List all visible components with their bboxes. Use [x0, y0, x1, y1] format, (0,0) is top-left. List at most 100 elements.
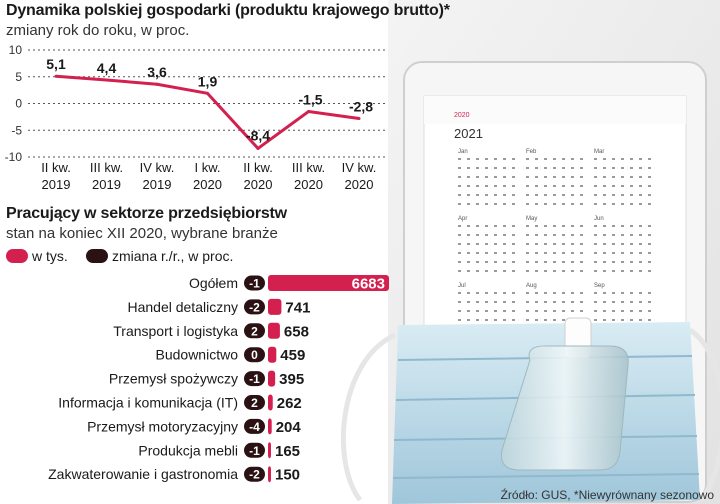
employment-bar: [268, 370, 276, 387]
gdp-xtick-quarter: I kw.: [194, 160, 220, 175]
change-badge-label: -2: [249, 300, 260, 314]
change-badge-label: -2: [249, 468, 260, 482]
bar-value-label: 165: [275, 443, 300, 460]
gdp-xtick-year: 2020: [244, 177, 273, 192]
bar-value-label: 6683: [352, 276, 385, 293]
bar-value-label: 204: [276, 419, 302, 436]
gdp-value-label: 1,9: [198, 73, 218, 89]
change-badge-label: 2: [251, 396, 258, 410]
change-badge-label: -1: [249, 372, 260, 386]
bar-category-label: Produkcja mebli: [138, 442, 238, 458]
gdp-ytick-label: 0: [15, 97, 22, 111]
gdp-chart-subtitle: zmiany rok do roku, w proc.: [6, 22, 190, 39]
gdp-point: [105, 78, 108, 82]
change-badge: [244, 418, 265, 434]
svg-text:Jul: Jul: [458, 283, 466, 289]
gdp-value-label: -1,5: [298, 92, 322, 108]
employment-bar: [268, 418, 272, 435]
bar-value-label: 150: [275, 467, 300, 484]
gdp-ytick-label: 10: [9, 43, 23, 57]
employment-bar: [268, 466, 271, 483]
svg-text:Sep: Sep: [594, 283, 605, 289]
svg-text:Mar: Mar: [594, 149, 604, 155]
bar-category-label: Zakwaterowanie i gastronomia: [48, 466, 238, 482]
svg-text:Apr: Apr: [458, 216, 467, 222]
gdp-xtick-year: 2019: [92, 177, 121, 192]
gdp-value-label: 4,4: [97, 60, 117, 76]
change-badge-label: 0: [251, 348, 258, 362]
gdp-point: [206, 91, 209, 95]
gdp-xtick-year: 2020: [193, 177, 222, 192]
gdp-point: [155, 82, 159, 86]
employment-bar-chart: Ogółem -1 6683 Handel detaliczny -2 741 Transp…: [48, 275, 389, 484]
svg-text:Jan: Jan: [458, 149, 468, 155]
bar-category-label: Budownictwo: [156, 347, 239, 363]
source-note: Źródło: GUS, *Niewyrównany sezonowo: [500, 488, 714, 502]
change-badge: [244, 347, 265, 363]
legend-swatch-thousands: [6, 249, 28, 263]
bar-value-label: 459: [280, 347, 305, 364]
sanitizer-bottle-image: [500, 317, 629, 471]
gdp-point: [256, 146, 260, 150]
gdp-xtick-quarter: IV kw.: [342, 160, 377, 175]
gdp-value-label: 3,6: [147, 64, 167, 80]
bar-value-label: 658: [284, 323, 309, 340]
change-badge: [244, 323, 265, 339]
bar-category-label: Handel detaliczny: [127, 299, 238, 315]
bar-category-label: Informacja i komunikacja (IT): [58, 395, 238, 411]
employment-bar: [268, 442, 271, 459]
gdp-xtick-quarter: IV kw.: [140, 160, 175, 175]
svg-text:2020: 2020: [454, 112, 470, 119]
change-badge: [244, 395, 265, 410]
gdp-xtick-quarter: III kw.: [90, 160, 123, 175]
svg-text:Jun: Jun: [594, 216, 604, 222]
bar-category-label: Ogółem: [189, 275, 238, 291]
gdp-xtick-quarter: II kw.: [243, 160, 273, 175]
gdp-point: [54, 74, 58, 78]
change-badge-label: 2: [251, 324, 258, 338]
change-badge: [244, 466, 265, 482]
employment-bar: [268, 322, 280, 339]
bar-value-label: 395: [279, 371, 304, 388]
gdp-point: [307, 110, 310, 114]
gdp-xtick-quarter: II kw.: [41, 160, 71, 175]
gdp-xtick-year: 2019: [143, 177, 172, 192]
gdp-value-label: 5,1: [46, 56, 66, 72]
gdp-ytick-label: -5: [11, 123, 22, 137]
gdp-xtick-year: 2019: [42, 177, 71, 192]
svg-text:Aug: Aug: [526, 283, 537, 289]
employment-chart-title: Pracujący w sektorze przedsiębiorstw: [6, 205, 287, 222]
gdp-ytick-label: 5: [15, 70, 22, 84]
change-badge-label: -1: [249, 277, 260, 291]
change-badge: [244, 371, 265, 387]
employment-bar: [268, 275, 389, 291]
bar-value-label: 741: [285, 299, 310, 316]
bar-category-label: Transport i logistyka: [113, 323, 238, 339]
gdp-value-label: -8,4: [246, 127, 270, 143]
gdp-point: [357, 116, 361, 120]
bar-category-label: Przemysł motoryzacyjny: [87, 418, 238, 434]
employment-chart-subtitle: stan na koniec XII 2020, wybrane branże: [6, 225, 278, 242]
change-badge: [244, 299, 265, 315]
employment-bar: [268, 346, 277, 363]
svg-text:May: May: [526, 216, 537, 222]
bar-value-label: 262: [277, 395, 302, 412]
employment-bar: [268, 394, 273, 411]
legend-label-thousands: w tys.: [32, 248, 68, 264]
legend-swatch-change: [86, 249, 108, 263]
bar-category-label: Przemysł spożywczy: [109, 371, 238, 387]
gdp-chart-title: Dynamika polskiej gospodarki (produktu k…: [6, 2, 450, 19]
gdp-xtick-quarter: III kw.: [292, 160, 325, 175]
gdp-ytick-label: -10: [5, 150, 23, 164]
change-badge: [244, 442, 265, 458]
svg-text:2021: 2021: [454, 126, 483, 141]
change-badge-label: -1: [249, 444, 260, 458]
gdp-line-chart: 10 5 0 -5 -10 5,1 II kw. 2019 4,4 III kw. 2019 3,6 I…: [5, 43, 388, 192]
gdp-xtick-year: 2020: [345, 177, 374, 192]
gdp-xtick-year: 2020: [294, 177, 323, 192]
employment-bar: [268, 298, 282, 315]
svg-text:Feb: Feb: [526, 149, 537, 155]
legend-label-change: zmiana r./r., w proc.: [112, 248, 234, 264]
gdp-value-label: -2,8: [349, 98, 373, 114]
